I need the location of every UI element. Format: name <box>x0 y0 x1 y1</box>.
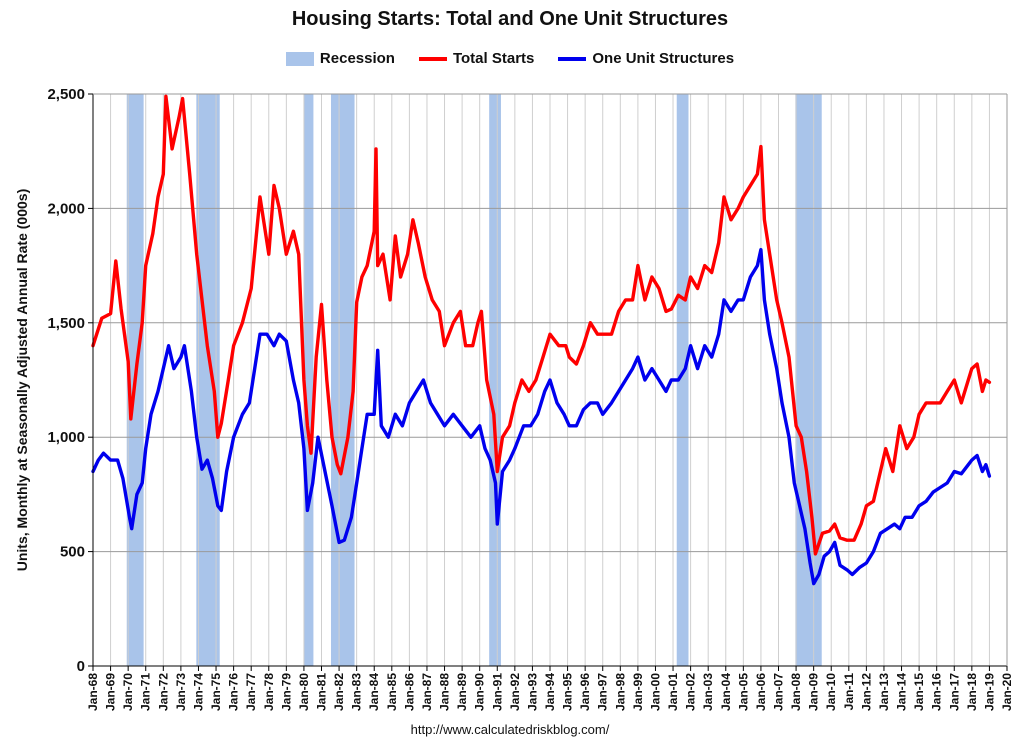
x-tick-label-6: Jan-74 <box>192 673 206 711</box>
x-tick-label-49: Jan-17 <box>947 673 961 711</box>
x-tick-label-50: Jan-18 <box>965 673 979 711</box>
x-tick-label-12: Jan-80 <box>297 673 311 711</box>
x-tick-label-51: Jan-19 <box>982 673 996 711</box>
legend-entry-total-starts: Total Starts <box>418 50 535 67</box>
source-url: http://www.calculatedriskblog.com/ <box>410 722 610 737</box>
y-tick-label-0: 0 <box>77 658 85 675</box>
x-tick-label-52: Jan-20 <box>1000 673 1014 711</box>
x-tick-label-8: Jan-76 <box>227 673 241 711</box>
x-tick-label-20: Jan-88 <box>438 673 452 711</box>
x-tick-label-16: Jan-84 <box>367 673 381 711</box>
x-tick-label-32: Jan-00 <box>649 673 663 711</box>
x-tick-label-25: Jan-93 <box>525 673 539 711</box>
x-tick-label-31: Jan-99 <box>631 673 645 711</box>
x-tick-label-45: Jan-13 <box>877 673 891 711</box>
y-tick-label-5: 2,500 <box>47 86 85 103</box>
x-tick-label-5: Jan-73 <box>174 673 188 711</box>
x-tick-label-2: Jan-70 <box>121 673 135 711</box>
x-tick-label-7: Jan-75 <box>209 673 223 711</box>
x-tick-label-36: Jan-04 <box>719 673 733 711</box>
legend-entry-one-unit: One Unit Structures <box>558 50 734 67</box>
x-tick-label-47: Jan-15 <box>912 673 926 711</box>
x-tick-label-40: Jan-08 <box>789 673 803 711</box>
x-tick-label-44: Jan-12 <box>859 673 873 711</box>
x-tick-label-22: Jan-90 <box>473 673 487 711</box>
x-tick-label-14: Jan-82 <box>332 673 346 711</box>
recession-band-6 <box>795 94 822 666</box>
recession-bands <box>126 94 822 666</box>
x-tick-label-24: Jan-92 <box>508 673 522 711</box>
x-tick-label-43: Jan-11 <box>842 673 856 711</box>
x-tick-label-48: Jan-16 <box>930 673 944 711</box>
legend-label-total-starts: Total Starts <box>452 50 535 67</box>
y-tick-label-4: 2,000 <box>47 200 85 217</box>
x-tick-labels: Jan-68 Jan-69 Jan-70 Jan-71 Jan-72 Jan-73 Jan-… <box>86 666 1014 711</box>
recession-band-5 <box>676 94 689 666</box>
x-tick-label-28: Jan-96 <box>578 673 592 711</box>
legend-swatch-one-unit <box>558 56 587 61</box>
x-tick-label-38: Jan-06 <box>754 673 768 711</box>
x-tick-label-21: Jan-89 <box>455 673 469 711</box>
series-lines <box>91 94 992 586</box>
series-line-one-unit-structures <box>91 247 992 586</box>
y-tick-label-1: 500 <box>60 544 85 561</box>
x-tick-label-30: Jan-98 <box>613 673 627 711</box>
x-tick-label-37: Jan-05 <box>736 673 750 711</box>
x-tick-label-29: Jan-97 <box>596 673 610 711</box>
recession-band-3 <box>330 94 355 666</box>
x-tick-label-0: Jan-68 <box>86 673 100 711</box>
legend-label-one-unit: One Unit Structures <box>592 50 735 67</box>
legend-swatch-recession <box>285 51 314 66</box>
y-tick-label-2: 1,000 <box>47 429 85 446</box>
chart-title: Housing Starts: Total and One Unit Struc… <box>291 8 729 30</box>
x-tick-label-39: Jan-07 <box>772 673 786 711</box>
legend-swatch-total-starts <box>418 56 447 61</box>
y-tick-label-3: 1,500 <box>47 315 85 332</box>
x-tick-label-33: Jan-01 <box>666 673 680 711</box>
x-tick-label-15: Jan-83 <box>350 673 364 711</box>
x-tick-label-10: Jan-78 <box>262 673 276 711</box>
x-tick-label-27: Jan-95 <box>561 673 575 711</box>
x-tick-label-18: Jan-86 <box>402 673 416 711</box>
x-tick-label-9: Jan-77 <box>244 673 258 711</box>
x-tick-label-11: Jan-79 <box>279 673 293 711</box>
x-tick-label-35: Jan-03 <box>701 673 715 711</box>
x-tick-label-34: Jan-02 <box>684 673 698 711</box>
x-tick-label-23: Jan-91 <box>490 673 504 711</box>
recession-band-2 <box>303 94 314 666</box>
legend-entry-recession: Recession <box>285 50 395 67</box>
x-tick-label-4: Jan-72 <box>156 673 170 711</box>
legend-label-recession: Recession <box>319 50 395 67</box>
x-tick-label-26: Jan-94 <box>543 673 557 711</box>
x-tick-label-41: Jan-09 <box>807 673 821 711</box>
x-tick-label-3: Jan-71 <box>139 673 153 711</box>
x-tick-label-46: Jan-14 <box>895 673 909 711</box>
x-tick-label-19: Jan-87 <box>420 673 434 711</box>
x-tick-label-13: Jan-81 <box>315 673 329 711</box>
series-line-total-starts <box>91 94 992 556</box>
y-tick-labels: 0 500 1,000 1,500 2,000 2,500 <box>47 86 93 675</box>
legend: Recession Total Starts One Unit Structur… <box>0 50 1020 67</box>
x-tick-label-1: Jan-69 <box>104 673 118 711</box>
recession-band-1 <box>196 94 220 666</box>
x-tick-label-42: Jan-10 <box>824 673 838 711</box>
recession-band-4 <box>489 94 501 666</box>
x-tick-label-17: Jan-85 <box>385 673 399 711</box>
